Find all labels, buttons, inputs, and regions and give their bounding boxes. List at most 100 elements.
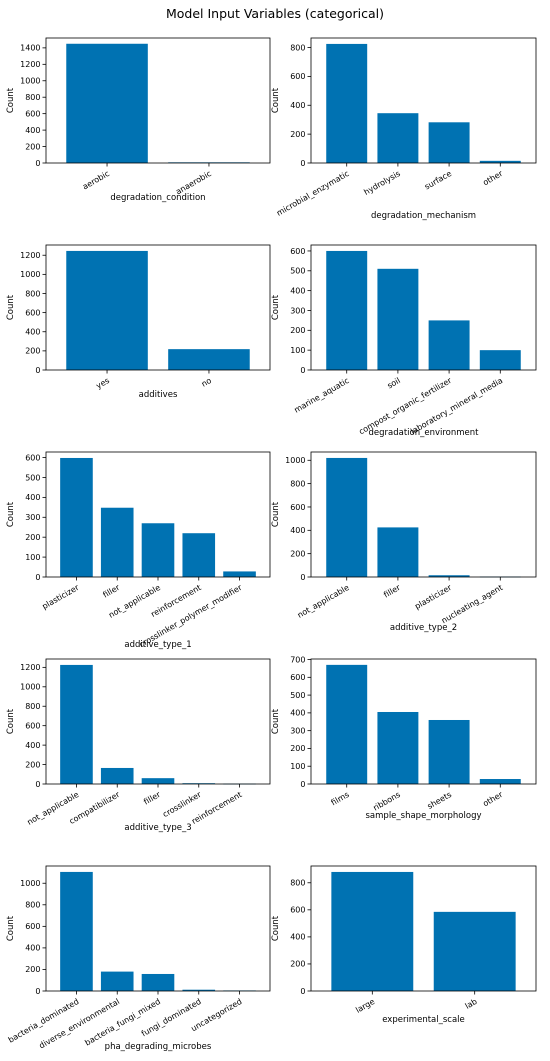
y-tick-label: 500 xyxy=(25,473,40,482)
y-tick-label: 0 xyxy=(35,573,40,582)
y-axis-label: Count xyxy=(6,915,16,941)
x-tick-label: bacteria_fungi_mixed xyxy=(83,997,162,1048)
x-tick-label: filler xyxy=(382,583,402,600)
bar-filler xyxy=(377,527,419,577)
bar-soil xyxy=(377,268,419,370)
x-tick-label: lab xyxy=(464,997,479,1011)
y-tick-label: 500 xyxy=(290,691,305,700)
x-tick-label: no xyxy=(200,376,213,389)
y-tick-label: 400 xyxy=(25,328,40,337)
x-tick-label: soil xyxy=(386,376,402,391)
bar-compatibilizer xyxy=(100,767,134,784)
y-tick-label: 200 xyxy=(25,965,40,974)
y-tick-label: 0 xyxy=(35,987,40,996)
y-tick-label: 600 xyxy=(290,673,305,682)
y-tick-label: 800 xyxy=(25,702,40,711)
y-tick-label: 1000 xyxy=(20,77,40,86)
y-tick-label: 400 xyxy=(25,126,40,135)
bar-filler xyxy=(141,778,175,784)
y-tick-label: 600 xyxy=(25,453,40,462)
bar-marine_aquatic xyxy=(326,250,368,370)
axes-frame xyxy=(310,865,537,992)
y-tick-label: 0 xyxy=(300,987,305,996)
bar-reinforcement xyxy=(182,533,216,577)
y-tick-label: 600 xyxy=(290,503,305,512)
y-tick-label: 0 xyxy=(35,366,40,375)
y-axis-label: Count xyxy=(6,708,16,734)
bar-not_applicable xyxy=(326,457,368,577)
y-tick-label: 600 xyxy=(25,308,40,317)
y-axis-label: Count xyxy=(271,708,281,734)
y-axis-label: Count xyxy=(271,915,281,941)
x-tick-label: bacteria_dominated xyxy=(7,997,81,1045)
bar-diverse_environmental xyxy=(100,971,134,991)
bar-lab xyxy=(433,911,516,991)
x-tick-label: films xyxy=(330,790,351,807)
y-tick-label: 0 xyxy=(300,573,305,582)
axes-frame xyxy=(310,658,537,785)
x-tick-label: surface xyxy=(423,169,453,192)
subplot-7: 020040060080010001200not_applicablecompa… xyxy=(6,658,271,833)
y-tick-label: 600 xyxy=(25,922,40,931)
x-axis-label: degradation_mechanism xyxy=(371,211,476,221)
y-tick-label: 800 xyxy=(290,43,305,52)
y-tick-label: 500 xyxy=(290,267,305,276)
y-tick-label: 1200 xyxy=(20,60,40,69)
y-tick-label: 200 xyxy=(25,533,40,542)
bar-other xyxy=(479,160,521,163)
x-tick-label: hydrolysis xyxy=(362,169,401,197)
y-tick-label: 0 xyxy=(35,780,40,789)
y-tick-label: 100 xyxy=(25,553,40,562)
x-tick-label: plasticizer xyxy=(413,583,453,612)
bar-not_applicable xyxy=(60,664,93,784)
y-axis-label: Count xyxy=(271,294,281,320)
y-axis-label: Count xyxy=(6,294,16,320)
x-tick-label: sheets xyxy=(426,790,453,811)
bar-microbial_enzymatic xyxy=(326,43,368,163)
x-tick-label: yes xyxy=(95,376,111,391)
x-tick-label: other xyxy=(481,169,505,188)
y-tick-label: 0 xyxy=(35,159,40,168)
y-tick-label: 600 xyxy=(290,247,305,256)
y-tick-label: 0 xyxy=(300,780,305,789)
y-tick-label: 800 xyxy=(25,289,40,298)
bar-plasticizer xyxy=(428,575,470,577)
y-axis-label: Count xyxy=(271,501,281,527)
bar-crosslinker_polymer_modifier xyxy=(223,571,256,577)
bar-compost_organic_fertilizer xyxy=(428,320,470,370)
axes-frame xyxy=(45,244,271,371)
y-tick-label: 200 xyxy=(25,760,40,769)
bar-no xyxy=(168,349,250,370)
y-axis-label: Count xyxy=(6,87,16,113)
y-tick-label: 1000 xyxy=(20,683,40,692)
x-tick-label: aerobic xyxy=(81,169,111,192)
bar-yes xyxy=(66,250,148,370)
y-tick-label: 1200 xyxy=(20,251,40,260)
y-tick-label: 400 xyxy=(290,101,305,110)
y-tick-label: 200 xyxy=(290,744,305,753)
y-tick-label: 200 xyxy=(290,326,305,335)
subplot-6: 0 200 400 600 800 1000 not_applicable filler pla… xyxy=(271,451,537,633)
y-tick-label: 600 xyxy=(25,109,40,118)
y-tick-label: 300 xyxy=(290,726,305,735)
y-tick-label: 200 xyxy=(290,130,305,139)
bar-plasticizer xyxy=(60,457,93,577)
y-tick-label: 0 xyxy=(300,366,305,375)
subplot-3: 0 200 400 600 800 1000 1200 yes no Count additives xyxy=(6,244,271,400)
bar-bacteria_dominated xyxy=(60,871,93,991)
y-tick-label: 100 xyxy=(290,346,305,355)
subplot-2: 0 200 400 600 800 microbial_enzymatic hydrolys… xyxy=(271,37,537,221)
figure-title: Model Input Variables (categorical) xyxy=(165,6,385,21)
y-tick-label: 300 xyxy=(25,513,40,522)
bar-aerobic xyxy=(66,43,148,164)
subplot-9: 02004006008001000bacteria_dominateddiver… xyxy=(6,865,271,1052)
y-tick-label: 400 xyxy=(290,709,305,718)
y-tick-label: 800 xyxy=(25,93,40,102)
y-tick-label: 400 xyxy=(25,944,40,953)
y-tick-label: 700 xyxy=(290,655,305,664)
x-tick-label: filler xyxy=(142,790,162,807)
y-tick-label: 0 xyxy=(300,159,305,168)
bar-laboratory_mineral_media xyxy=(479,350,521,370)
